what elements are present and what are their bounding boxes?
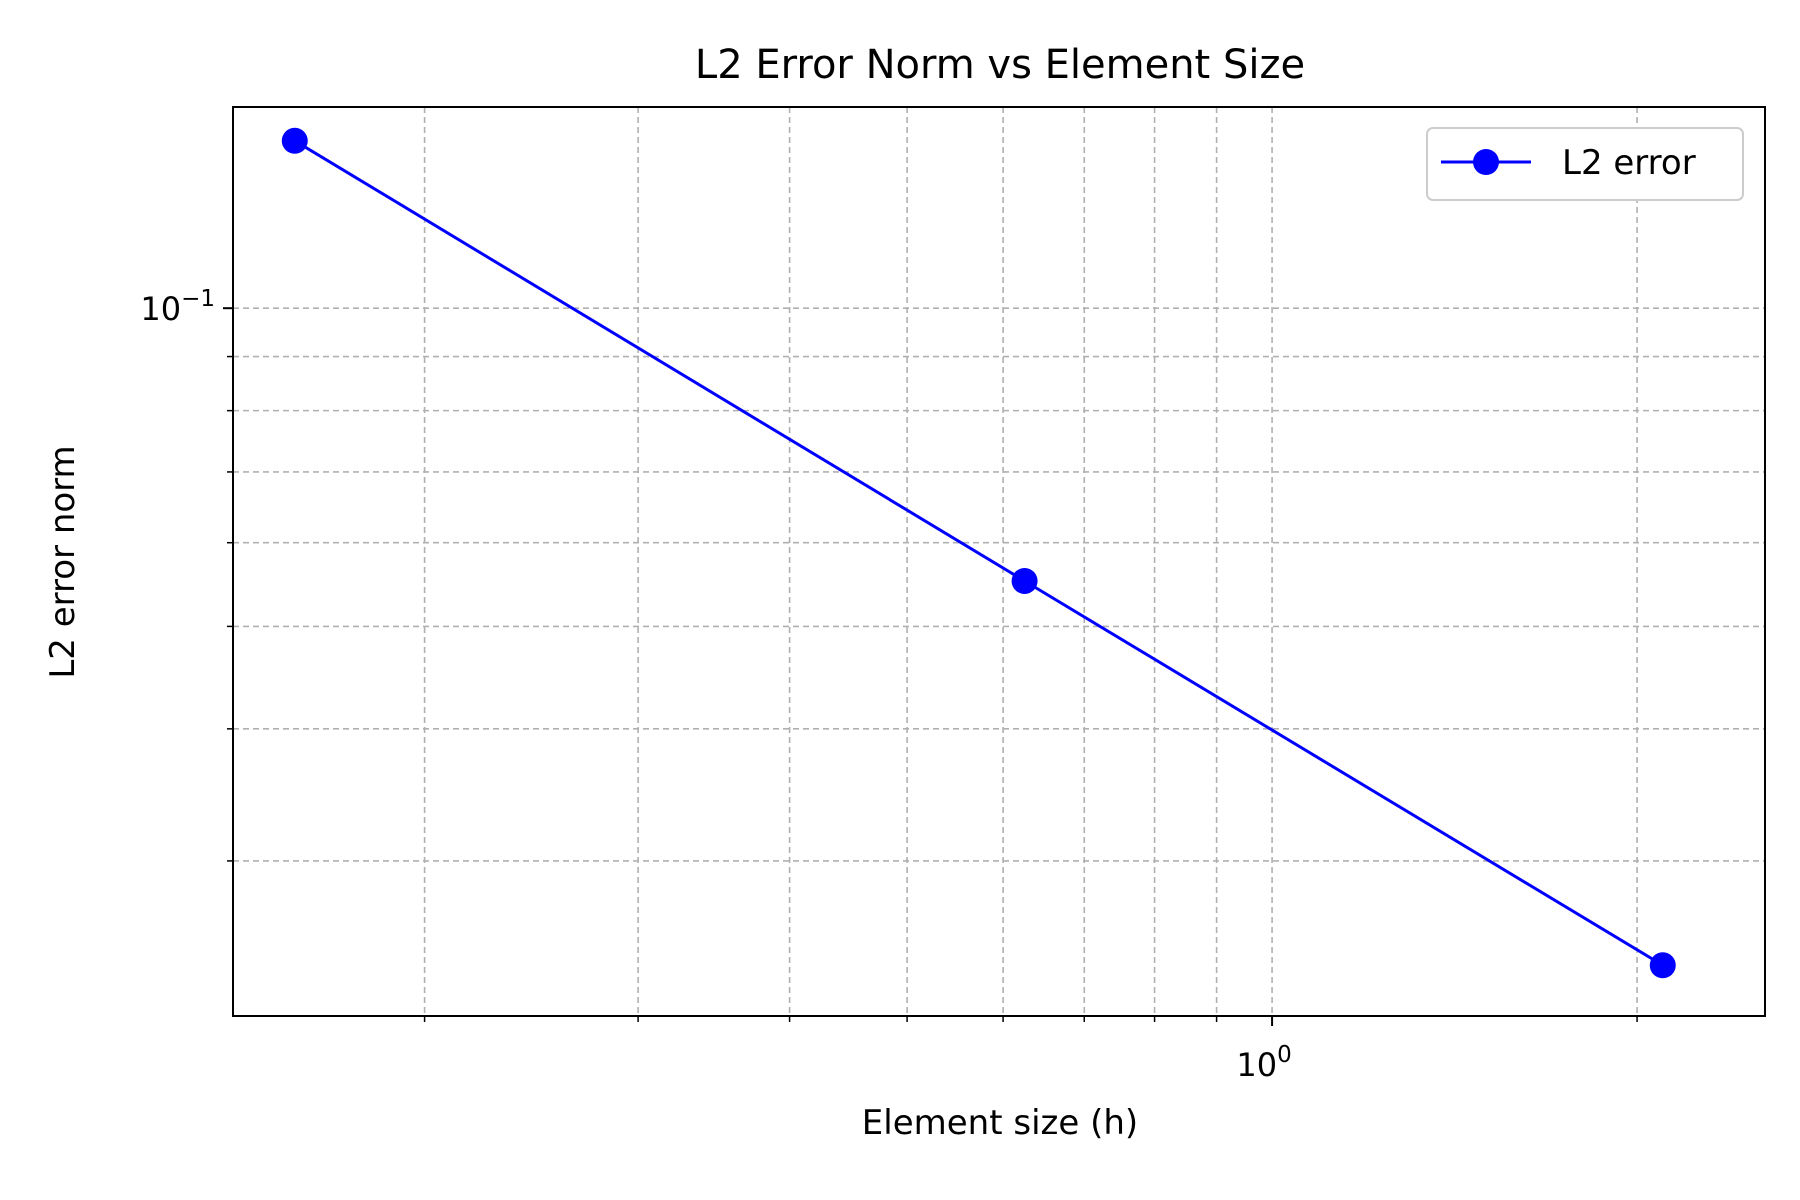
grid <box>233 107 1765 1016</box>
series-layer <box>281 127 1676 979</box>
y-axis-label: L2 error norm <box>43 445 83 678</box>
y-tick-label-exponent: −1 <box>181 286 215 312</box>
legend: L2 error <box>1426 127 1744 201</box>
legend-label: L2 error <box>1562 143 1696 183</box>
chart-title: L2 Error Norm vs Element Size <box>695 42 1305 88</box>
legend-marker <box>1473 149 1499 175</box>
x-axis-label: Element size (h) <box>862 1103 1138 1143</box>
plot-frame <box>232 106 1766 1017</box>
data-point <box>1649 952 1676 979</box>
data-point <box>1011 567 1038 594</box>
y-tick-label: 10−1 <box>140 286 215 328</box>
x-tick-label-exponent: 0 <box>1277 1042 1292 1068</box>
data-point <box>281 127 308 154</box>
legend-box <box>1426 127 1744 201</box>
